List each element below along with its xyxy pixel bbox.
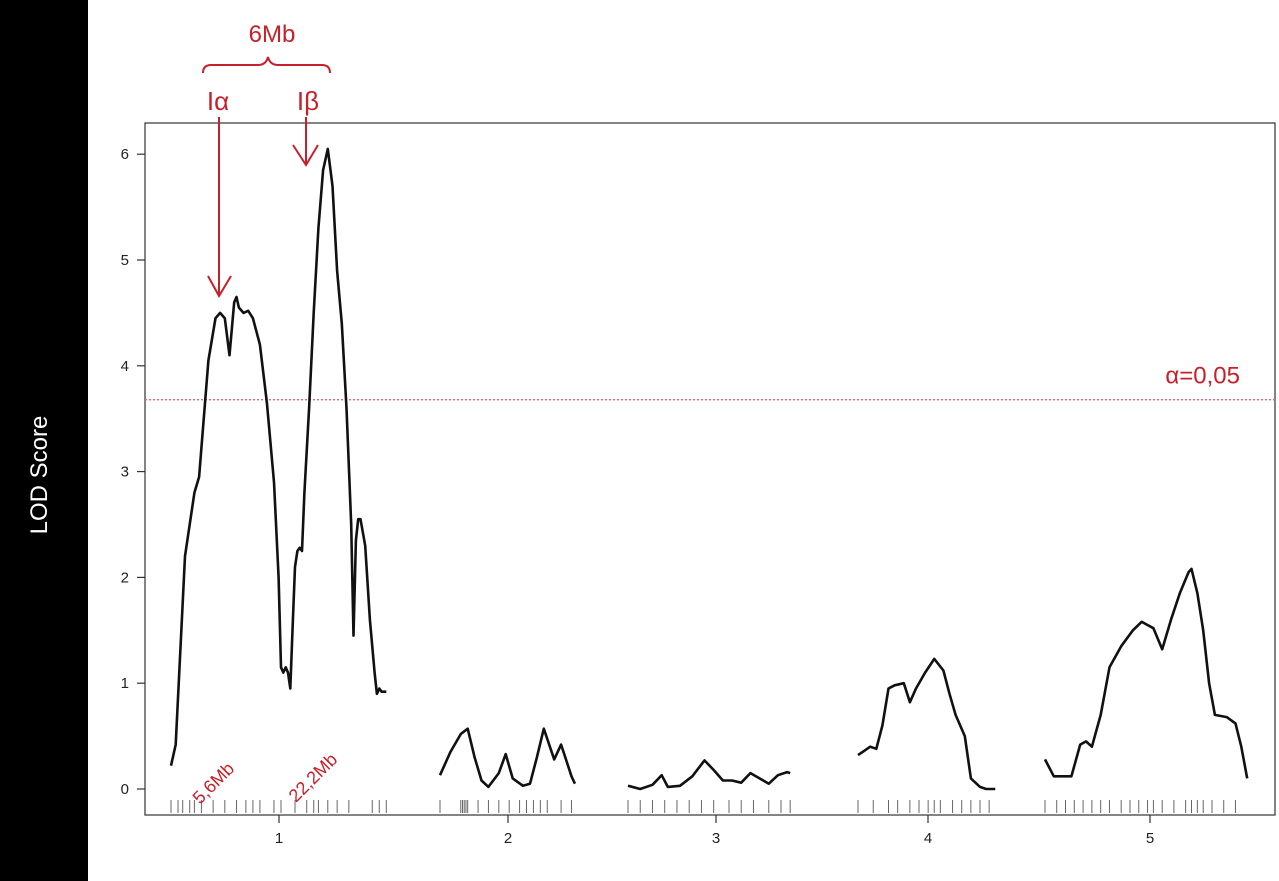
bracket-brace [202, 56, 331, 74]
y-tick-label: 1 [121, 675, 129, 692]
y-tick-label: 4 [121, 358, 129, 375]
y-tick-label: 2 [121, 569, 129, 586]
threshold-layer: α=0,05 [145, 363, 1275, 401]
lod-curve-chr2 [438, 727, 577, 789]
marker-rug [170, 800, 1236, 813]
x-tick-label: 3 [712, 830, 720, 847]
y-tick-label: 6 [121, 146, 129, 163]
bracket-label: 6Mb [249, 21, 296, 48]
x-tick-label: 4 [924, 830, 932, 847]
lod-curve-chr5 [1043, 567, 1249, 779]
lod-curve-chr3 [627, 759, 791, 791]
x-tick-label: 2 [504, 830, 512, 847]
y-tick-label: 0 [121, 781, 129, 798]
lod-curve-chr1 [169, 147, 387, 766]
threshold-label: α=0,05 [1165, 363, 1240, 390]
position-label-ib: 22,2Mb [285, 749, 342, 806]
axes: 0 1 2 3 4 5 6 1 2 3 4 5 [121, 122, 1276, 847]
x-tick-label: 5 [1146, 830, 1154, 847]
peak-label-ib: Iβ [297, 86, 319, 116]
plot-frame [144, 122, 1276, 816]
plot-panel [88, 0, 1279, 881]
arrow-ib-head [292, 144, 319, 167]
y-tick-label: 5 [121, 252, 129, 269]
series-layer [169, 147, 1249, 791]
peak-label-ia: Iα [207, 86, 229, 116]
x-tick-label: 1 [275, 830, 283, 847]
lod-curve-chr4 [857, 657, 996, 791]
y-tick-label: 3 [121, 464, 129, 481]
arrow-ia-head [207, 275, 232, 299]
